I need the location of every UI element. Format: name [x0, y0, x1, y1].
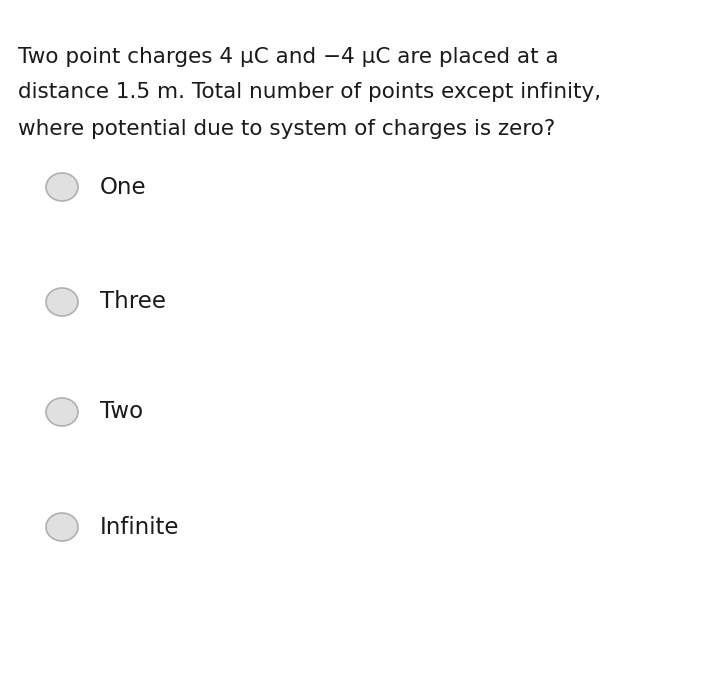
Text: Infinite: Infinite — [100, 515, 180, 538]
Text: where potential due to system of charges is zero?: where potential due to system of charges… — [18, 119, 555, 139]
Text: Two point charges 4 μC and −4 μC are placed at a: Two point charges 4 μC and −4 μC are pla… — [18, 47, 559, 67]
Text: Three: Three — [100, 290, 166, 313]
Text: One: One — [100, 175, 146, 198]
Ellipse shape — [46, 398, 78, 426]
Ellipse shape — [46, 173, 78, 201]
Ellipse shape — [46, 513, 78, 541]
Text: Two: Two — [100, 401, 143, 424]
Ellipse shape — [46, 288, 78, 316]
Text: distance 1.5 m. Total number of points except infinity,: distance 1.5 m. Total number of points e… — [18, 82, 601, 102]
